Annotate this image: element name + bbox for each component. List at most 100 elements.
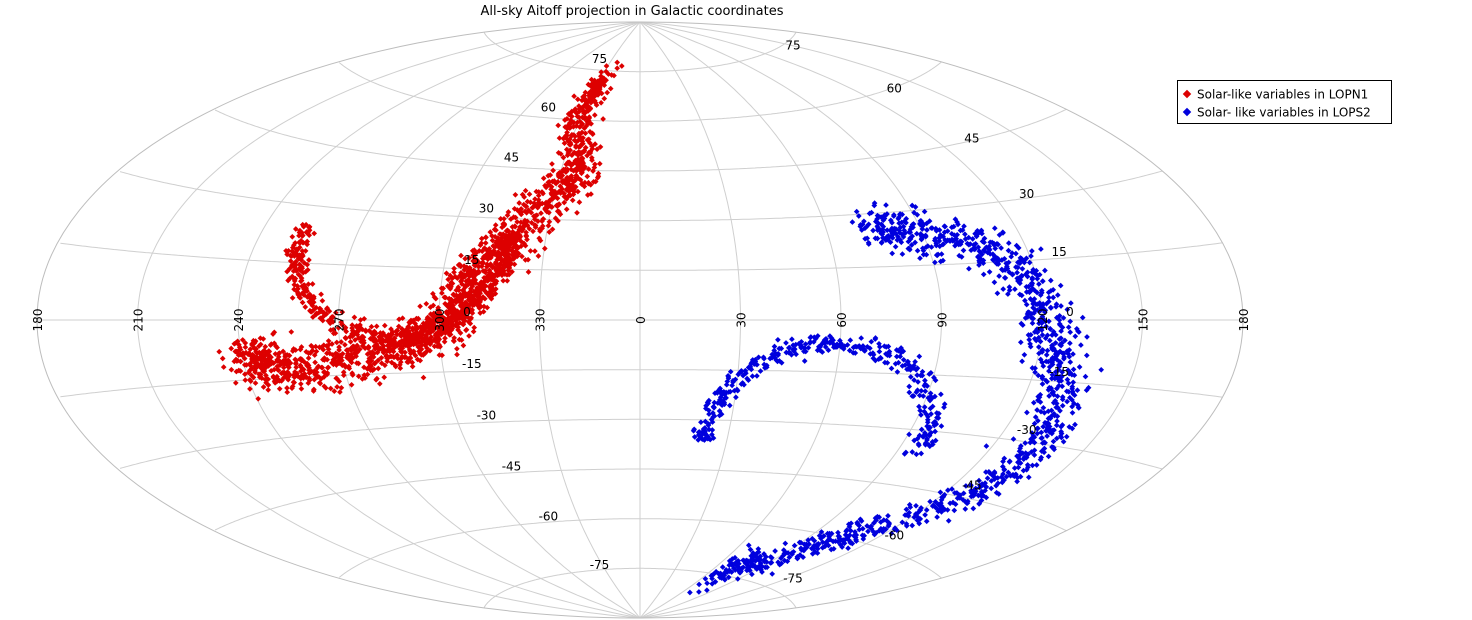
data-point <box>778 345 785 352</box>
data-point <box>432 317 439 323</box>
data-point <box>1014 269 1020 276</box>
data-point <box>916 353 923 360</box>
data-point <box>349 322 356 328</box>
data-point <box>231 340 238 347</box>
data-point <box>405 328 412 335</box>
data-point <box>289 295 296 301</box>
data-point <box>892 360 899 367</box>
data-point <box>1083 352 1090 359</box>
data-point <box>239 337 246 343</box>
data-point <box>1016 455 1023 462</box>
data-point <box>570 191 577 198</box>
data-point <box>552 180 559 186</box>
series-2-marker-icon <box>1182 107 1192 117</box>
data-point <box>977 482 983 489</box>
data-point <box>976 262 982 268</box>
data-point <box>805 344 812 351</box>
data-point <box>258 351 265 358</box>
data-point <box>1031 439 1038 446</box>
data-point <box>877 354 884 361</box>
data-point <box>994 290 1001 297</box>
data-point <box>1025 283 1032 290</box>
data-point <box>1039 332 1046 338</box>
parallel-gridline <box>214 108 1067 172</box>
data-point <box>889 226 896 233</box>
data-point <box>557 190 564 196</box>
data-point <box>747 546 754 553</box>
data-point <box>536 235 543 242</box>
data-point <box>877 519 884 525</box>
data-point <box>1084 334 1090 340</box>
data-point <box>509 229 516 236</box>
data-point <box>889 250 896 257</box>
data-point <box>757 368 764 374</box>
data-point <box>272 351 279 357</box>
data-point <box>563 124 570 131</box>
data-point <box>463 326 470 333</box>
data-point <box>749 553 755 559</box>
data-point <box>511 205 518 212</box>
data-point <box>542 182 548 189</box>
data-point <box>753 550 760 557</box>
data-point <box>778 560 785 567</box>
data-point <box>447 331 454 338</box>
longitude-tick-label: 210 <box>132 309 146 332</box>
data-point <box>732 554 738 561</box>
data-point <box>510 214 517 220</box>
data-point <box>562 117 568 123</box>
data-point <box>1066 347 1073 353</box>
data-point <box>306 370 313 376</box>
data-point <box>242 344 249 351</box>
data-point <box>1079 314 1086 321</box>
data-point <box>872 335 879 341</box>
data-point <box>277 358 283 365</box>
data-point <box>1040 404 1047 411</box>
data-point <box>403 354 409 361</box>
data-point <box>565 192 572 199</box>
data-point <box>563 135 570 142</box>
data-point <box>1021 351 1028 358</box>
data-point <box>355 373 362 380</box>
data-point <box>302 248 309 254</box>
data-point <box>1056 321 1063 327</box>
data-point <box>273 343 279 349</box>
data-point <box>739 380 746 386</box>
data-point <box>297 272 303 279</box>
data-point <box>290 268 297 274</box>
data-point <box>354 343 361 350</box>
data-point <box>345 363 352 370</box>
data-point <box>228 366 235 373</box>
data-point <box>763 362 770 369</box>
data-point <box>1003 473 1010 480</box>
data-point <box>1048 375 1055 382</box>
data-point <box>926 218 933 224</box>
data-point <box>876 348 883 355</box>
data-point <box>907 235 913 242</box>
data-point <box>886 350 892 357</box>
data-point <box>487 282 494 288</box>
data-point <box>591 112 598 118</box>
data-point <box>1039 373 1046 380</box>
data-point <box>523 209 530 216</box>
data-point <box>541 245 548 252</box>
data-point <box>535 218 541 225</box>
data-point <box>1024 409 1030 416</box>
data-point <box>1043 428 1049 434</box>
data-point <box>709 427 716 433</box>
data-point <box>1059 324 1066 331</box>
data-point <box>319 309 326 315</box>
data-point <box>581 103 588 109</box>
data-point <box>918 505 924 511</box>
data-point <box>468 267 475 274</box>
data-point <box>560 166 567 173</box>
data-point <box>1036 394 1043 401</box>
data-point <box>451 335 458 341</box>
data-point <box>565 150 572 156</box>
data-point <box>458 278 464 285</box>
data-point <box>1042 267 1048 274</box>
data-point <box>276 350 283 356</box>
latitude-tick-label: 15 <box>464 253 479 267</box>
data-point <box>1056 312 1063 319</box>
data-point <box>846 537 852 544</box>
data-point <box>292 240 299 246</box>
